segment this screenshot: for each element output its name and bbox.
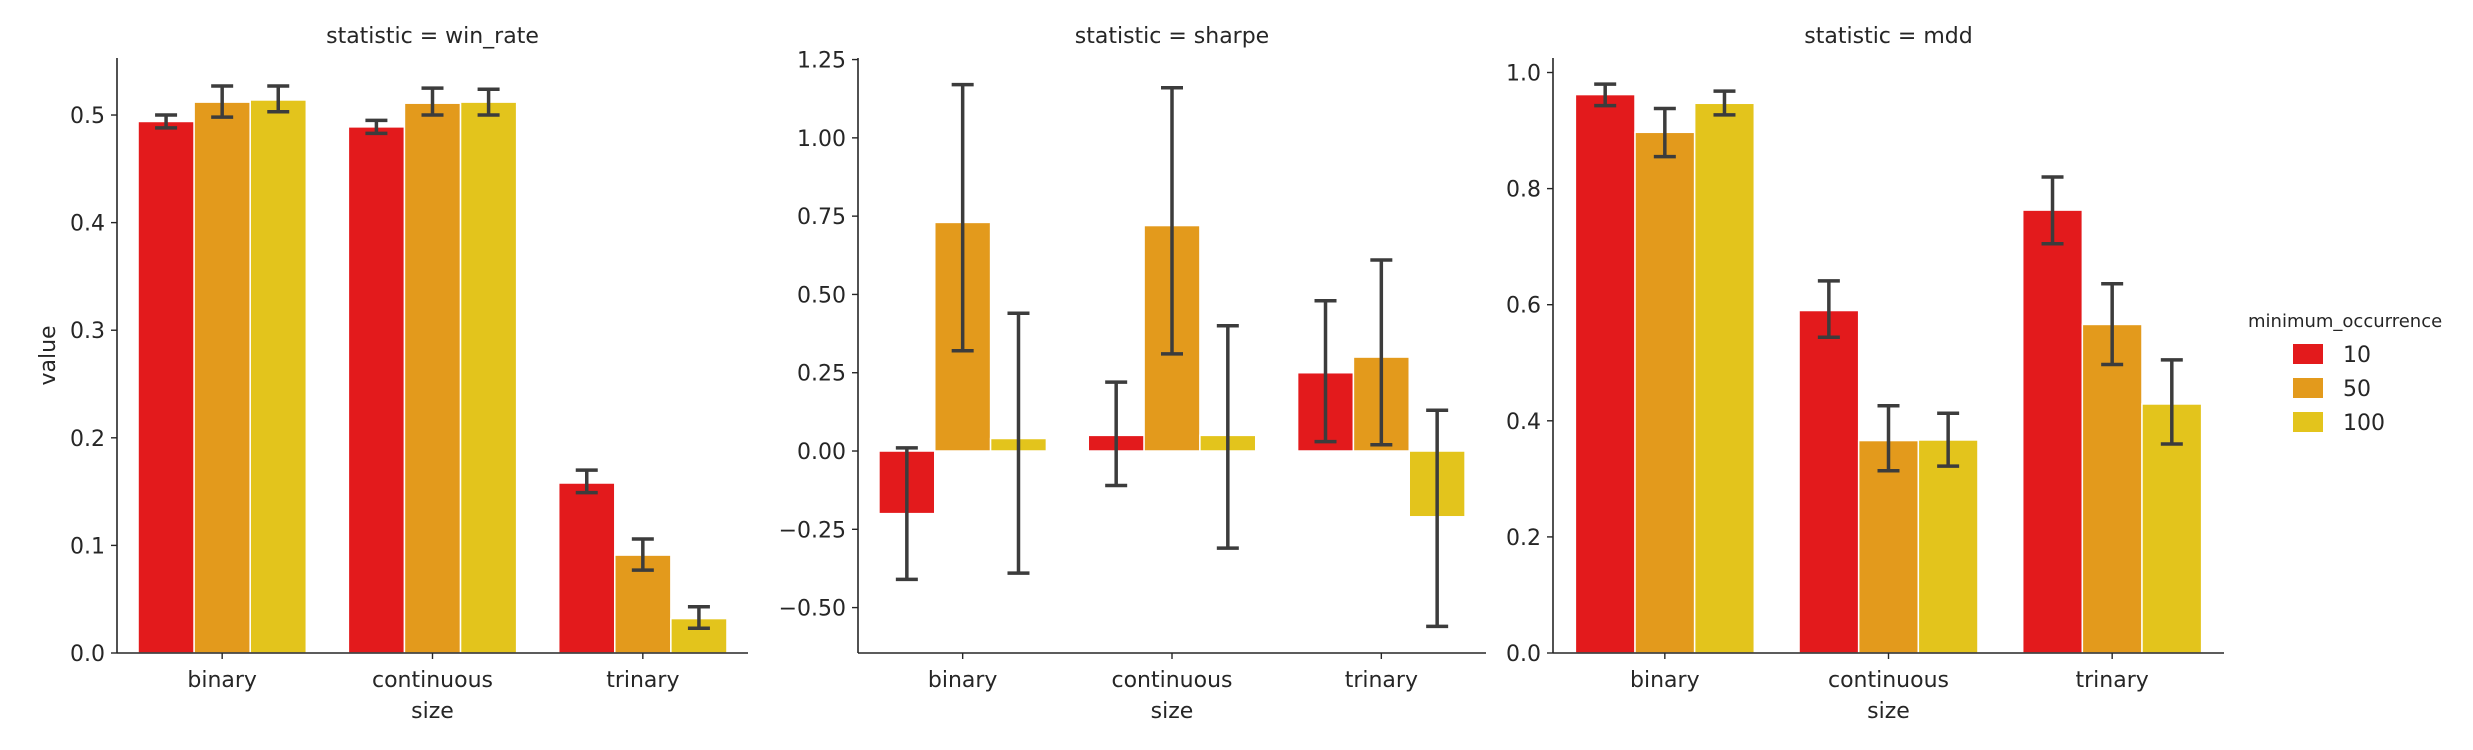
bar — [2021, 209, 2084, 654]
error-bar — [575, 468, 598, 495]
y-tick-label: 0.0 — [70, 642, 105, 667]
y-tick-label: 0.50 — [797, 283, 846, 308]
error-bar — [1426, 408, 1449, 629]
error-bar — [365, 118, 388, 136]
panel-3: statistic = mdd 0.0 0.2 0.4 0.6 0.8 1.0 binary c… — [1506, 24, 2224, 724]
y-tick-label: 1.25 — [797, 49, 846, 74]
legend-label: 10 — [2343, 343, 2371, 368]
y-tick-label: 0.6 — [1506, 294, 1541, 319]
error-bar — [1314, 298, 1337, 444]
x-tick-label: trinary — [606, 668, 679, 693]
error-bar — [951, 82, 974, 353]
y-tick-label: −0.50 — [779, 597, 846, 622]
error-bar — [2160, 358, 2183, 446]
x-tick-label: binary — [1630, 668, 1700, 693]
bar — [403, 102, 462, 654]
error-bar — [1653, 106, 1676, 159]
legend-label: 50 — [2343, 377, 2371, 402]
bar — [193, 101, 251, 654]
bar — [1574, 93, 1636, 654]
y-tick-label: 0.4 — [70, 212, 105, 237]
bar — [1798, 309, 1860, 654]
panel-title: statistic = win_rate — [326, 24, 539, 49]
legend-entry: 50 — [2293, 377, 2371, 402]
bar — [2081, 323, 2143, 654]
y-tick-label: 0.5 — [70, 104, 105, 129]
error-bar — [477, 87, 500, 117]
error-bar — [1817, 279, 1840, 339]
error-bar — [1105, 380, 1128, 488]
error-bar — [895, 446, 918, 582]
legend-label: 100 — [2343, 411, 2385, 436]
bar — [1693, 102, 1756, 654]
y-tick-label: 0.00 — [797, 440, 846, 465]
y-tick-label: 0.4 — [1506, 410, 1541, 435]
x-axis-label: size — [1867, 699, 1910, 724]
panel-title: statistic = sharpe — [1075, 24, 1269, 49]
error-bar — [2101, 282, 2124, 367]
legend-swatch — [2293, 378, 2323, 398]
y-tick-label: 0.2 — [70, 427, 105, 452]
error-bar — [211, 84, 234, 119]
bar — [249, 99, 308, 654]
x-axis-label: size — [411, 699, 454, 724]
y-tick-label: 0.25 — [797, 362, 846, 387]
error-bar — [2041, 175, 2064, 246]
legend-title: minimum_occurrence — [2248, 311, 2442, 332]
x-tick-label: binary — [928, 668, 998, 693]
y-tick-label: 0.1 — [70, 534, 105, 559]
x-tick-label: trinary — [1345, 668, 1418, 693]
y-tick-label: 1.00 — [797, 127, 846, 152]
x-tick-label: continuous — [1112, 668, 1233, 693]
x-tick-label: trinary — [2076, 668, 2149, 693]
panel-2: statistic = sharpe −0.50 −0.25 0.00 0.25 0.50… — [779, 24, 1486, 724]
bar — [1917, 439, 1979, 654]
bar — [1634, 131, 1696, 654]
y-tick-label: 1.0 — [1506, 62, 1541, 87]
error-bar — [1594, 82, 1617, 108]
legend-swatch — [2293, 412, 2323, 432]
error-bar — [687, 604, 710, 631]
panel-title: statistic = mdd — [1804, 24, 1972, 49]
legend-entry: 100 — [2293, 411, 2385, 436]
error-bar — [1161, 86, 1183, 356]
y-tick-label: 0.75 — [797, 205, 846, 230]
y-tick-label: −0.25 — [779, 518, 846, 543]
error-bar — [155, 113, 178, 130]
bar — [137, 120, 195, 654]
error-bar — [267, 84, 290, 114]
error-bar — [1937, 411, 1960, 468]
y-tick-label: 0.3 — [70, 319, 105, 344]
x-tick-label: continuous — [372, 668, 493, 693]
error-bar — [1216, 324, 1239, 550]
legend-entry: 10 — [2293, 343, 2371, 368]
legend-swatch — [2293, 344, 2323, 364]
error-bar — [1877, 403, 1900, 473]
y-tick-label: 0.2 — [1506, 526, 1541, 551]
y-axis-label: value — [36, 325, 61, 385]
error-bar — [1713, 89, 1736, 117]
bar — [557, 482, 616, 654]
x-tick-label: continuous — [1828, 668, 1949, 693]
error-bar — [631, 537, 654, 572]
x-axis-label: size — [1151, 699, 1194, 724]
x-tick-label: binary — [187, 668, 257, 693]
panel-1: statistic = win_rate 0.0 0.1 0.2 0.3 0.4 0.5 bi… — [36, 24, 748, 724]
error-bar — [1370, 258, 1393, 447]
error-bar — [1007, 311, 1030, 575]
y-tick-label: 0.8 — [1506, 178, 1541, 203]
y-tick-label: 0.0 — [1506, 642, 1541, 667]
bar — [347, 126, 406, 654]
legend: minimum_occurrence 10 50 100 — [2248, 311, 2442, 436]
error-bar — [421, 86, 444, 117]
bar — [459, 101, 518, 654]
